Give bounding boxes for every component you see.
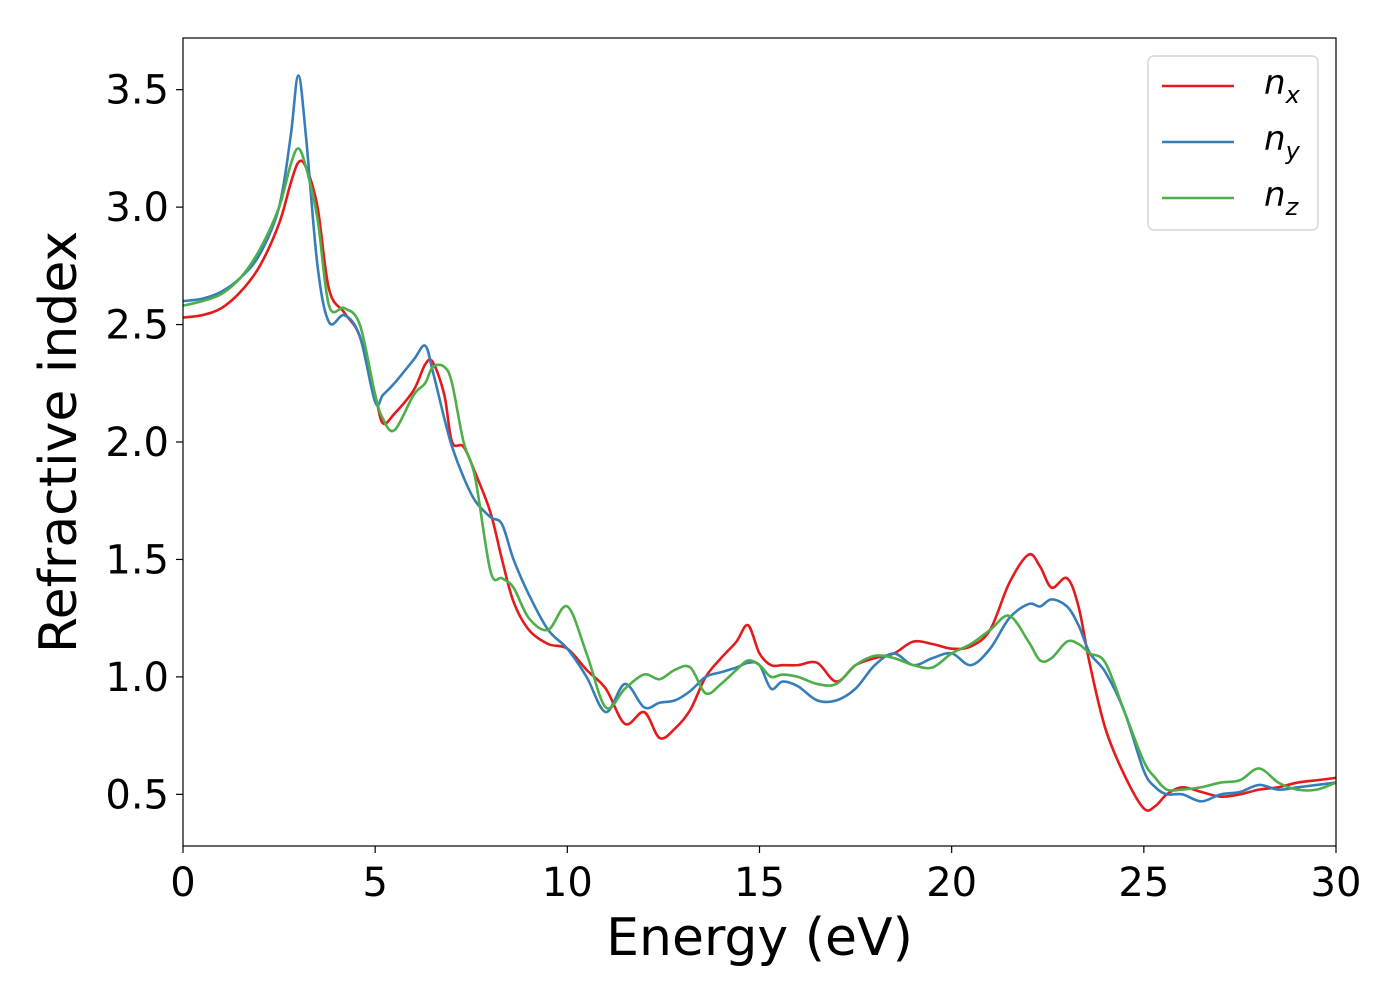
y-tick-label: 3.5 (105, 68, 169, 114)
x-axis-ticks: 0 5 10 15 20 25 30 (170, 846, 1361, 906)
series-line-n-z (182, 147, 1337, 792)
series-lines (182, 74, 1337, 812)
x-tick-label: 0 (170, 860, 195, 906)
y-tick-label: 0.5 (105, 772, 169, 818)
x-tick-label: 25 (1118, 860, 1169, 906)
x-axis-title: Energy (eV) (606, 908, 913, 968)
y-tick-label: 3.0 (105, 185, 169, 231)
x-tick-label: 20 (926, 860, 977, 906)
y-tick-label: 2.5 (105, 303, 169, 349)
x-tick-label: 15 (734, 860, 785, 906)
x-tick-label: 10 (542, 860, 593, 906)
y-tick-label: 2.0 (105, 420, 169, 466)
y-tick-label: 1.0 (105, 655, 169, 701)
y-tick-label: 1.5 (105, 537, 169, 583)
x-tick-label: 30 (1311, 860, 1362, 906)
y-axis-title: Refractive index (29, 231, 89, 653)
y-axis-ticks: 0.5 1.0 1.5 2.0 2.5 3.0 3.5 (105, 68, 183, 818)
x-tick-label: 5 (362, 860, 387, 906)
plot-background (183, 38, 1336, 846)
